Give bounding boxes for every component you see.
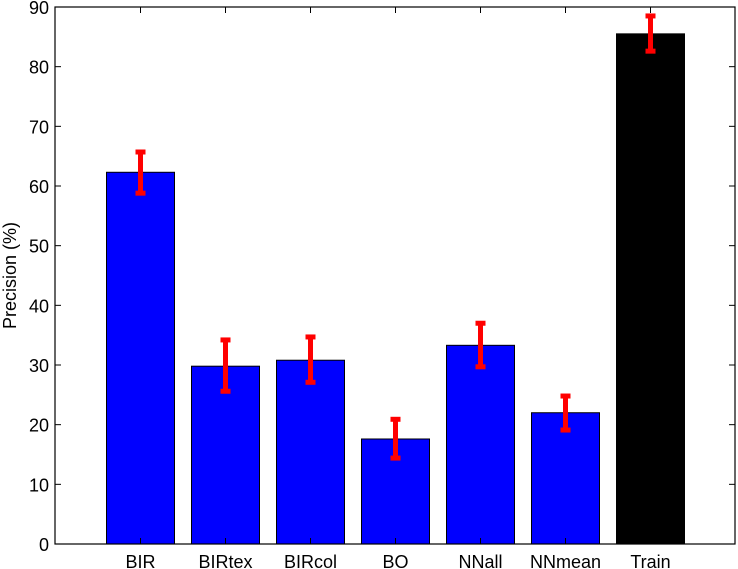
y-axis-label: Precision (%) xyxy=(0,222,20,329)
y-tick-label: 50 xyxy=(29,237,49,257)
bar-bir xyxy=(106,171,175,545)
x-tick-label: BIRtex xyxy=(198,552,252,569)
bar-birtex xyxy=(191,365,260,545)
y-tick-label: 40 xyxy=(29,296,49,316)
y-tick-label: 30 xyxy=(29,356,49,376)
x-tick-label: BIRcol xyxy=(284,552,337,569)
y-tick-label: 10 xyxy=(29,475,49,495)
x-tick-label: BIR xyxy=(125,552,155,569)
bar-nnall xyxy=(446,344,515,545)
bar-train xyxy=(616,33,685,545)
y-tick-label: 70 xyxy=(29,117,49,137)
y-tick-label: 0 xyxy=(39,535,49,555)
x-tick-label: BO xyxy=(382,552,408,569)
y-tick-label: 60 xyxy=(29,177,49,197)
x-tick-label: NNall xyxy=(458,552,502,569)
y-tick-label: 20 xyxy=(29,416,49,436)
x-tick-label: NNmean xyxy=(530,552,601,569)
axes-frame xyxy=(54,6,736,545)
x-tick-label: Train xyxy=(630,552,670,569)
y-tick-label: 90 xyxy=(29,0,49,18)
y-tick-label: 80 xyxy=(29,58,49,78)
bar-bircol xyxy=(276,359,345,545)
